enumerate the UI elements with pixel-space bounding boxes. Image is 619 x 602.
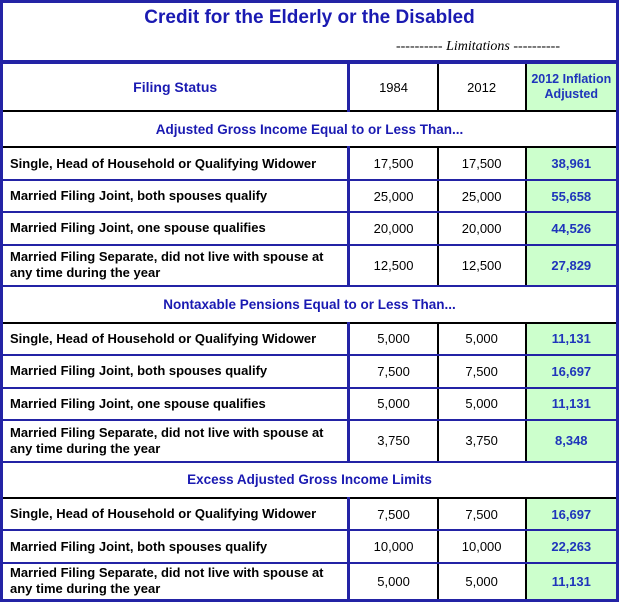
value-inflation-adjusted-cell: 27,829 — [524, 243, 618, 288]
section-title-excess-agi: Excess Adjusted Gross Income Limits — [1, 460, 618, 500]
value-1984-cell: 5,000 — [347, 321, 438, 357]
table-row: Single, Head of Household or Qualifying … — [1, 497, 618, 532]
section-header-row: Adjusted Gross Income Equal to or Less T… — [1, 109, 618, 149]
header-2012: 2012 — [436, 60, 526, 112]
filing-status-cell: Married Filing Joint, both spouses quali… — [1, 354, 349, 389]
column-header-row: Filing Status 1984 2012 2012 Inflation A… — [1, 60, 618, 112]
table-row: Married Filing Joint, both spouses quali… — [1, 178, 618, 214]
value-2012-cell: 7,500 — [436, 497, 526, 532]
value-1984-cell: 3,750 — [347, 418, 438, 463]
value-2012-cell: 7,500 — [436, 354, 526, 389]
value-2012-cell: 5,000 — [436, 561, 526, 602]
value-inflation-adjusted-cell: 11,131 — [524, 386, 618, 421]
value-2012-cell: 12,500 — [436, 243, 526, 288]
limitations-label: ---------- Limitations ---------- — [395, 39, 561, 55]
value-inflation-adjusted-cell: 55,658 — [524, 178, 618, 214]
filing-status-cell: Married Filing Joint, one spouse qualifi… — [1, 211, 349, 246]
filing-status-cell: Married Filing Joint, both spouses quali… — [1, 529, 349, 564]
value-inflation-adjusted-cell: 44,526 — [524, 211, 618, 246]
value-inflation-adjusted-cell: 22,263 — [524, 529, 618, 564]
filing-status-cell: Married Filing Joint, one spouse qualifi… — [1, 386, 349, 421]
table-row: Single, Head of Household or Qualifying … — [1, 146, 618, 181]
value-1984-cell: 7,500 — [347, 497, 438, 532]
filing-status-cell: Married Filing Separate, did not live wi… — [1, 561, 349, 602]
value-inflation-adjusted-cell: 16,697 — [524, 354, 618, 389]
table-row: ---------- Limitations ---------- — [2, 34, 618, 62]
value-inflation-adjusted-cell: 8,348 — [524, 418, 618, 463]
limitations-cell: ---------- Limitations ---------- — [2, 34, 618, 62]
value-2012-cell: 25,000 — [436, 178, 526, 214]
value-2012-cell: 5,000 — [436, 386, 526, 421]
value-inflation-adjusted-cell: 38,961 — [524, 146, 618, 181]
page-title: Credit for the Elderly or the Disabled — [144, 7, 475, 29]
value-2012-cell: 3,750 — [436, 418, 526, 463]
section-header-row: Nontaxable Pensions Equal to or Less Tha… — [1, 285, 618, 324]
value-inflation-adjusted-cell: 11,131 — [524, 561, 618, 602]
value-1984-cell: 12,500 — [347, 243, 438, 288]
value-1984-cell: 10,000 — [347, 529, 438, 564]
table-row: Married Filing Separate, did not live wi… — [1, 561, 618, 602]
table-row: Married Filing Joint, one spouse qualifi… — [1, 211, 618, 246]
value-1984-cell: 17,500 — [347, 146, 438, 181]
value-2012-cell: 17,500 — [436, 146, 526, 181]
value-1984-cell: 25,000 — [347, 178, 438, 214]
header-filing-status: Filing Status — [1, 60, 349, 112]
table-row: Credit for the Elderly or the Disabled — [2, 2, 618, 34]
table-row: Married Filing Separate, did not live wi… — [1, 418, 618, 463]
value-1984-cell: 5,000 — [347, 561, 438, 602]
header-2012-inflation-adjusted: 2012 Inflation Adjusted — [524, 60, 618, 112]
value-2012-cell: 10,000 — [436, 529, 526, 564]
section-title-pensions: Nontaxable Pensions Equal to or Less Tha… — [1, 285, 618, 324]
value-2012-cell: 20,000 — [436, 211, 526, 246]
section-header-row: Excess Adjusted Gross Income Limits — [1, 460, 618, 500]
table-row: Married Filing Separate, did not live wi… — [1, 243, 618, 288]
filing-status-cell: Married Filing Separate, did not live wi… — [1, 243, 349, 288]
value-1984-cell: 20,000 — [347, 211, 438, 246]
table-row: Married Filing Joint, both spouses quali… — [1, 354, 618, 389]
header-1984: 1984 — [347, 60, 438, 112]
table-row: Married Filing Joint, both spouses quali… — [1, 529, 618, 564]
filing-status-cell: Married Filing Separate, did not live wi… — [1, 418, 349, 463]
filing-status-cell: Single, Head of Household or Qualifying … — [1, 146, 349, 181]
value-1984-cell: 5,000 — [347, 386, 438, 421]
value-2012-cell: 5,000 — [436, 321, 526, 357]
value-1984-cell: 7,500 — [347, 354, 438, 389]
value-inflation-adjusted-cell: 16,697 — [524, 497, 618, 532]
value-inflation-adjusted-cell: 11,131 — [524, 321, 618, 357]
table-row: Married Filing Joint, one spouse qualifi… — [1, 386, 618, 421]
table-row: Single, Head of Household or Qualifying … — [1, 321, 618, 357]
section-title-agi: Adjusted Gross Income Equal to or Less T… — [1, 109, 618, 149]
filing-status-cell: Single, Head of Household or Qualifying … — [1, 321, 349, 357]
filing-status-cell: Married Filing Joint, both spouses quali… — [1, 178, 349, 214]
filing-status-cell: Single, Head of Household or Qualifying … — [1, 497, 349, 532]
